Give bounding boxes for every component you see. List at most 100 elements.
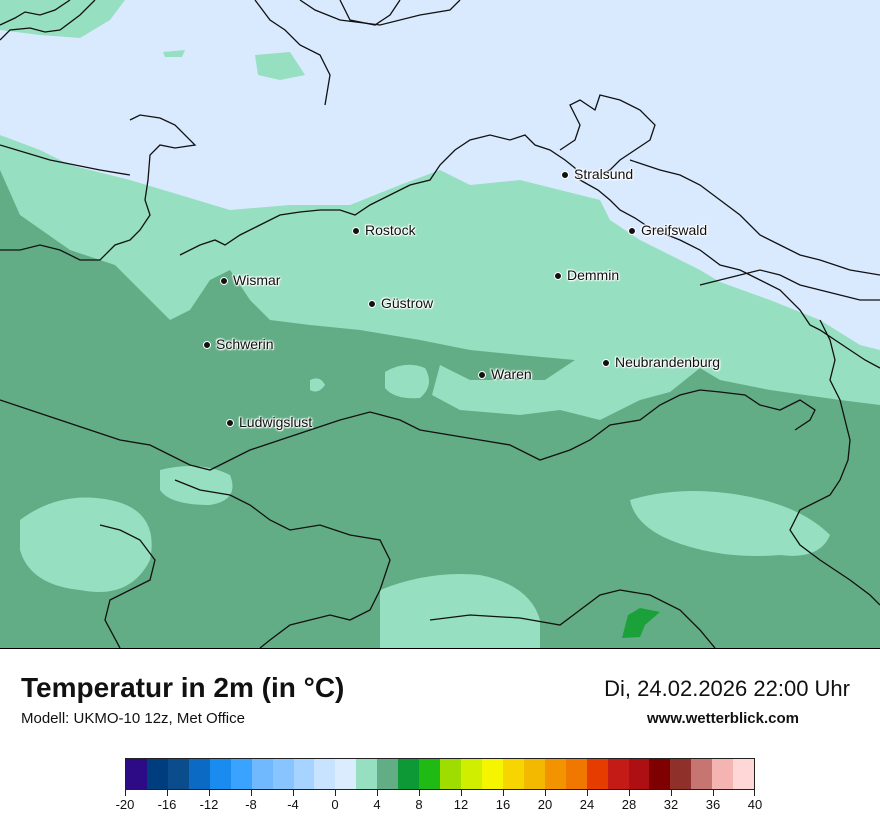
model-info: Modell: UKMO-10 12z, Met Office: [21, 710, 245, 727]
city-label: Demmin: [567, 267, 620, 283]
city-label: Neubrandenburg: [615, 354, 721, 370]
legend-swatch: [628, 759, 650, 789]
forecast-datetime: Di, 24.02.2026 22:00 Uhr: [604, 676, 850, 701]
city-label: Stralsund: [574, 166, 634, 182]
city-marker: [554, 272, 562, 280]
legend-tick: [671, 790, 672, 796]
legend-swatch: [523, 759, 545, 789]
warm-hotspot: [622, 608, 660, 638]
legend-tick-label: 36: [705, 797, 721, 812]
legend-tick: [335, 790, 336, 796]
legend-swatch: [377, 759, 399, 789]
city-marker: [352, 227, 360, 235]
legend-swatch: [314, 759, 336, 789]
legend-swatch: [251, 759, 273, 789]
legend-swatch: [544, 759, 566, 789]
legend-tick: [587, 790, 588, 796]
legend-tick-label: -4: [287, 797, 299, 812]
legend-tick-label: -16: [157, 797, 177, 812]
legend-swatch: [461, 759, 482, 789]
cool-patch: [380, 574, 540, 648]
legend-swatch: [126, 759, 147, 789]
city-marker: [226, 419, 234, 427]
legend-tick-label: 24: [579, 797, 595, 812]
legend-tick-label: 8: [415, 797, 423, 812]
legend-swatch: [440, 759, 461, 789]
legend-swatch: [481, 759, 503, 789]
city-marker: [628, 227, 636, 235]
cool-patch: [385, 364, 429, 399]
legend-tick: [419, 790, 420, 796]
legend-swatch: [272, 759, 294, 789]
city-label: Wismar: [233, 272, 281, 288]
map-title: Temperatur in 2m (in °C): [21, 672, 345, 703]
land-patch: [163, 50, 185, 57]
legend-swatch: [293, 759, 315, 789]
cool-patch: [20, 497, 152, 592]
legend-tick-label: 32: [663, 797, 679, 812]
coastlines-and-borders: [0, 0, 880, 648]
legend-swatch: [230, 759, 252, 789]
legend-swatch: [209, 759, 231, 789]
city-marker: [368, 300, 376, 308]
legend-swatch: [733, 759, 755, 789]
city-label: Waren: [491, 366, 532, 382]
map-canvas: [0, 0, 880, 648]
temperature-color-scale: [125, 758, 755, 790]
city-marker: [561, 171, 569, 179]
legend-tick: [377, 790, 378, 796]
cool-patch: [630, 491, 830, 556]
cool-patch: [160, 466, 233, 505]
city-marker: [602, 359, 610, 367]
legend-tick: [461, 790, 462, 796]
legend-tick: [209, 790, 210, 796]
legend-tick: [167, 790, 168, 796]
legend-tick-label: 20: [537, 797, 553, 812]
cool-patch: [310, 378, 325, 392]
legend-tick: [713, 790, 714, 796]
legend-swatch: [691, 759, 713, 789]
legend-swatch: [586, 759, 608, 789]
legend-tick-label: 0: [331, 797, 339, 812]
city-label: Schwerin: [216, 336, 274, 352]
city-label: Güstrow: [381, 295, 434, 311]
city-label: Ludwigslust: [239, 414, 313, 430]
website-link[interactable]: www.wetterblick.com: [647, 710, 799, 727]
legend-tick: [754, 790, 755, 796]
legend-swatch: [607, 759, 629, 789]
legend-tick-label: -20: [115, 797, 135, 812]
legend-tick: [503, 790, 504, 796]
legend-tick: [125, 790, 126, 796]
land-patch: [255, 52, 305, 80]
city-label: Rostock: [365, 222, 416, 238]
legend-swatch: [649, 759, 671, 789]
legend-swatch: [146, 759, 168, 789]
legend-swatch: [356, 759, 378, 789]
city-marker: [478, 371, 486, 379]
legend-tick: [293, 790, 294, 796]
legend-tick-label: -8: [245, 797, 257, 812]
city-label: Greifswald: [641, 222, 708, 238]
legend-swatch: [167, 759, 189, 789]
legend-swatch: [188, 759, 210, 789]
legend-swatch: [502, 759, 524, 789]
legend-tick: [545, 790, 546, 796]
legend-tick-label: 12: [453, 797, 469, 812]
legend-tick-label: -12: [199, 797, 219, 812]
legend-swatch: [670, 759, 692, 789]
legend-swatch: [335, 759, 357, 789]
legend-swatch: [565, 759, 587, 789]
legend-tick: [251, 790, 252, 796]
city-marker: [220, 277, 228, 285]
legend-tick: [629, 790, 630, 796]
temperature-scale-ticks: -20 -16 -12 -8 -4 0 4 8 12 16 20 24 28 32 36 40: [116, 790, 762, 820]
city-marker: [203, 341, 211, 349]
legend-swatch: [712, 759, 734, 789]
legend-tick-label: 40: [747, 797, 763, 812]
legend-swatch: [398, 759, 420, 789]
legend-tick-label: 28: [621, 797, 637, 812]
legend-swatch: [419, 759, 441, 789]
legend-tick-label: 16: [495, 797, 511, 812]
temperature-map[interactable]: Stralsund Rostock Greifswald Wismar Demmin Gü…: [0, 0, 880, 649]
legend-tick-label: 4: [373, 797, 381, 812]
